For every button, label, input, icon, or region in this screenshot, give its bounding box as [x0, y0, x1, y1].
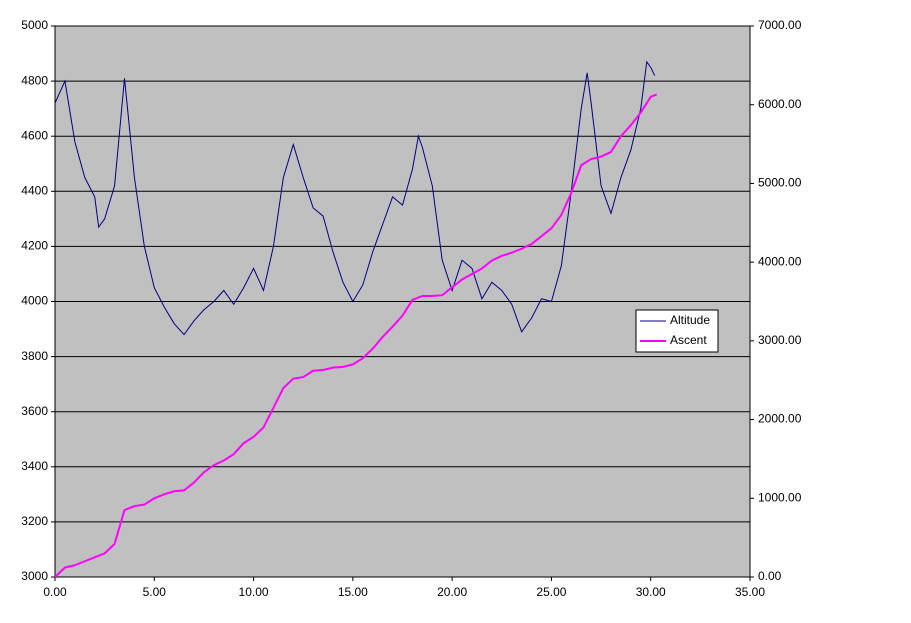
y-tick-label: 3600	[21, 404, 48, 418]
y2-tick-label: 1000.00	[758, 490, 802, 504]
y-tick-label: 3800	[21, 349, 48, 363]
y2-tick-label: 3000.00	[758, 333, 802, 347]
y2-tick-label: 4000.00	[758, 254, 802, 268]
x-tick-label: 30.00	[636, 585, 666, 599]
legend-label: Altitude	[670, 313, 710, 327]
y-tick-label: 4200	[21, 239, 48, 253]
x-tick-label: 0.00	[43, 585, 67, 599]
y2-tick-label: 7000.00	[758, 18, 802, 32]
y2-tick-label: 5000.00	[758, 176, 802, 190]
legend-box	[635, 309, 719, 353]
y-tick-label: 4600	[21, 128, 48, 142]
y-tick-label: 4800	[21, 73, 48, 87]
y-tick-label: 4000	[21, 294, 48, 308]
x-tick-label: 25.00	[536, 585, 566, 599]
x-tick-label: 15.00	[338, 585, 368, 599]
y-tick-label: 5000	[21, 18, 48, 32]
series-line	[54, 60, 656, 336]
y-tick-label: 3200	[21, 514, 48, 528]
y2-tick-label: 6000.00	[758, 97, 802, 111]
x-tick-label: 20.00	[437, 585, 467, 599]
x-tick-label: 35.00	[735, 585, 765, 599]
y-tick-label: 3000	[21, 569, 48, 583]
x-tick-label: 10.00	[239, 585, 269, 599]
legend-label: Ascent	[670, 333, 707, 347]
y2-tick-label: 0.00	[758, 569, 782, 583]
y2-tick-label: 2000.00	[758, 412, 802, 426]
y-tick-label: 4400	[21, 183, 48, 197]
x-tick-label: 5.00	[143, 585, 167, 599]
series-line	[54, 93, 658, 578]
y-tick-label: 3400	[21, 459, 48, 473]
